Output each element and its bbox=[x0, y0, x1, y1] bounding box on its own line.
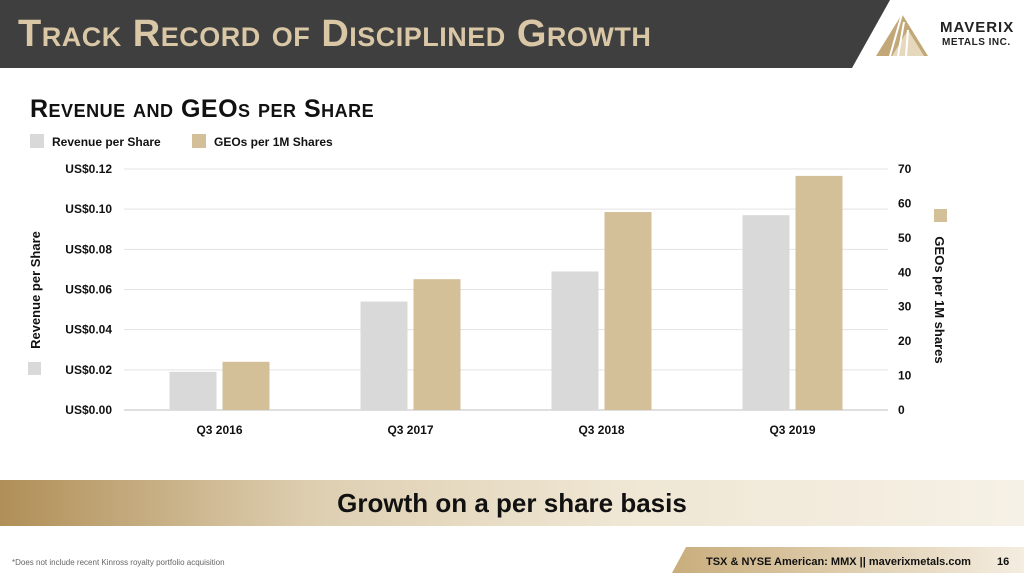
y2-tick-label: 0 bbox=[898, 403, 905, 417]
y2-axis-swatch bbox=[934, 209, 947, 222]
logo-name: MAVERIX bbox=[940, 19, 1015, 36]
slide-title: Track Record of Disciplined Growth bbox=[18, 13, 652, 55]
bar-geos-per-1m-shares bbox=[222, 361, 270, 410]
revenue-geos-chart: Revenue per Share GEOs per 1M Shares US$0.… bbox=[28, 134, 947, 437]
legend-label-geos: GEOs per 1M Shares bbox=[214, 135, 333, 149]
bar-revenue-per-share bbox=[551, 271, 599, 410]
y2-axis-title: GEOs per 1M shares bbox=[932, 236, 947, 363]
x-tick-label: Q3 2018 bbox=[578, 423, 624, 437]
footer-background bbox=[672, 547, 1024, 573]
bar-geos-per-1m-shares bbox=[604, 212, 652, 410]
chart-title: Revenue and GEOs per Share bbox=[30, 95, 375, 123]
bar-geos-per-1m-shares bbox=[795, 175, 843, 410]
logo-mark-icon bbox=[876, 13, 928, 57]
y-tick-label: US$0.02 bbox=[65, 363, 112, 377]
legend-label-revenue: Revenue per Share bbox=[52, 135, 161, 149]
banner-text: Growth on a per share basis bbox=[337, 488, 687, 518]
bar-revenue-per-share bbox=[169, 371, 217, 410]
y-tick-label: US$0.06 bbox=[65, 283, 112, 297]
x-tick-label: Q3 2019 bbox=[769, 423, 815, 437]
banner-background bbox=[0, 480, 1024, 526]
footnote: *Does not include recent Kinross royalty… bbox=[12, 558, 225, 567]
logo-subtitle: METALS INC. bbox=[942, 37, 1011, 48]
x-tick-label: Q3 2017 bbox=[387, 423, 433, 437]
bar-revenue-per-share bbox=[360, 301, 408, 410]
slide-header: Track Record of Disciplined Growth MAVER… bbox=[0, 0, 1024, 68]
footer-text: TSX & NYSE American: MMX || maverixmetal… bbox=[706, 556, 971, 568]
y2-tick-label: 60 bbox=[898, 196, 912, 210]
y-tick-label: US$0.10 bbox=[65, 202, 112, 216]
page-number: 16 bbox=[997, 556, 1010, 568]
y-tick-label: US$0.12 bbox=[65, 162, 112, 176]
y2-tick-label: 20 bbox=[898, 334, 912, 348]
y2-tick-label: 40 bbox=[898, 265, 912, 279]
y2-tick-label: 50 bbox=[898, 231, 912, 245]
y2-tick-label: 30 bbox=[898, 300, 912, 314]
y2-tick-label: 10 bbox=[898, 369, 912, 383]
bar-geos-per-1m-shares bbox=[413, 279, 461, 410]
y-axis-title: Revenue per Share bbox=[28, 231, 43, 349]
x-tick-label: Q3 2016 bbox=[196, 423, 242, 437]
y-tick-label: US$0.00 bbox=[65, 403, 112, 417]
y-axis-swatch bbox=[28, 362, 41, 375]
legend-swatch-revenue bbox=[30, 134, 44, 148]
company-logo: MAVERIX METALS INC. bbox=[870, 8, 1020, 60]
y-tick-label: US$0.08 bbox=[65, 242, 112, 256]
bar-revenue-per-share bbox=[742, 215, 790, 410]
header-background bbox=[0, 0, 890, 68]
legend-swatch-geos bbox=[192, 134, 206, 148]
y-tick-label: US$0.04 bbox=[65, 323, 112, 337]
y2-tick-label: 70 bbox=[898, 162, 912, 176]
